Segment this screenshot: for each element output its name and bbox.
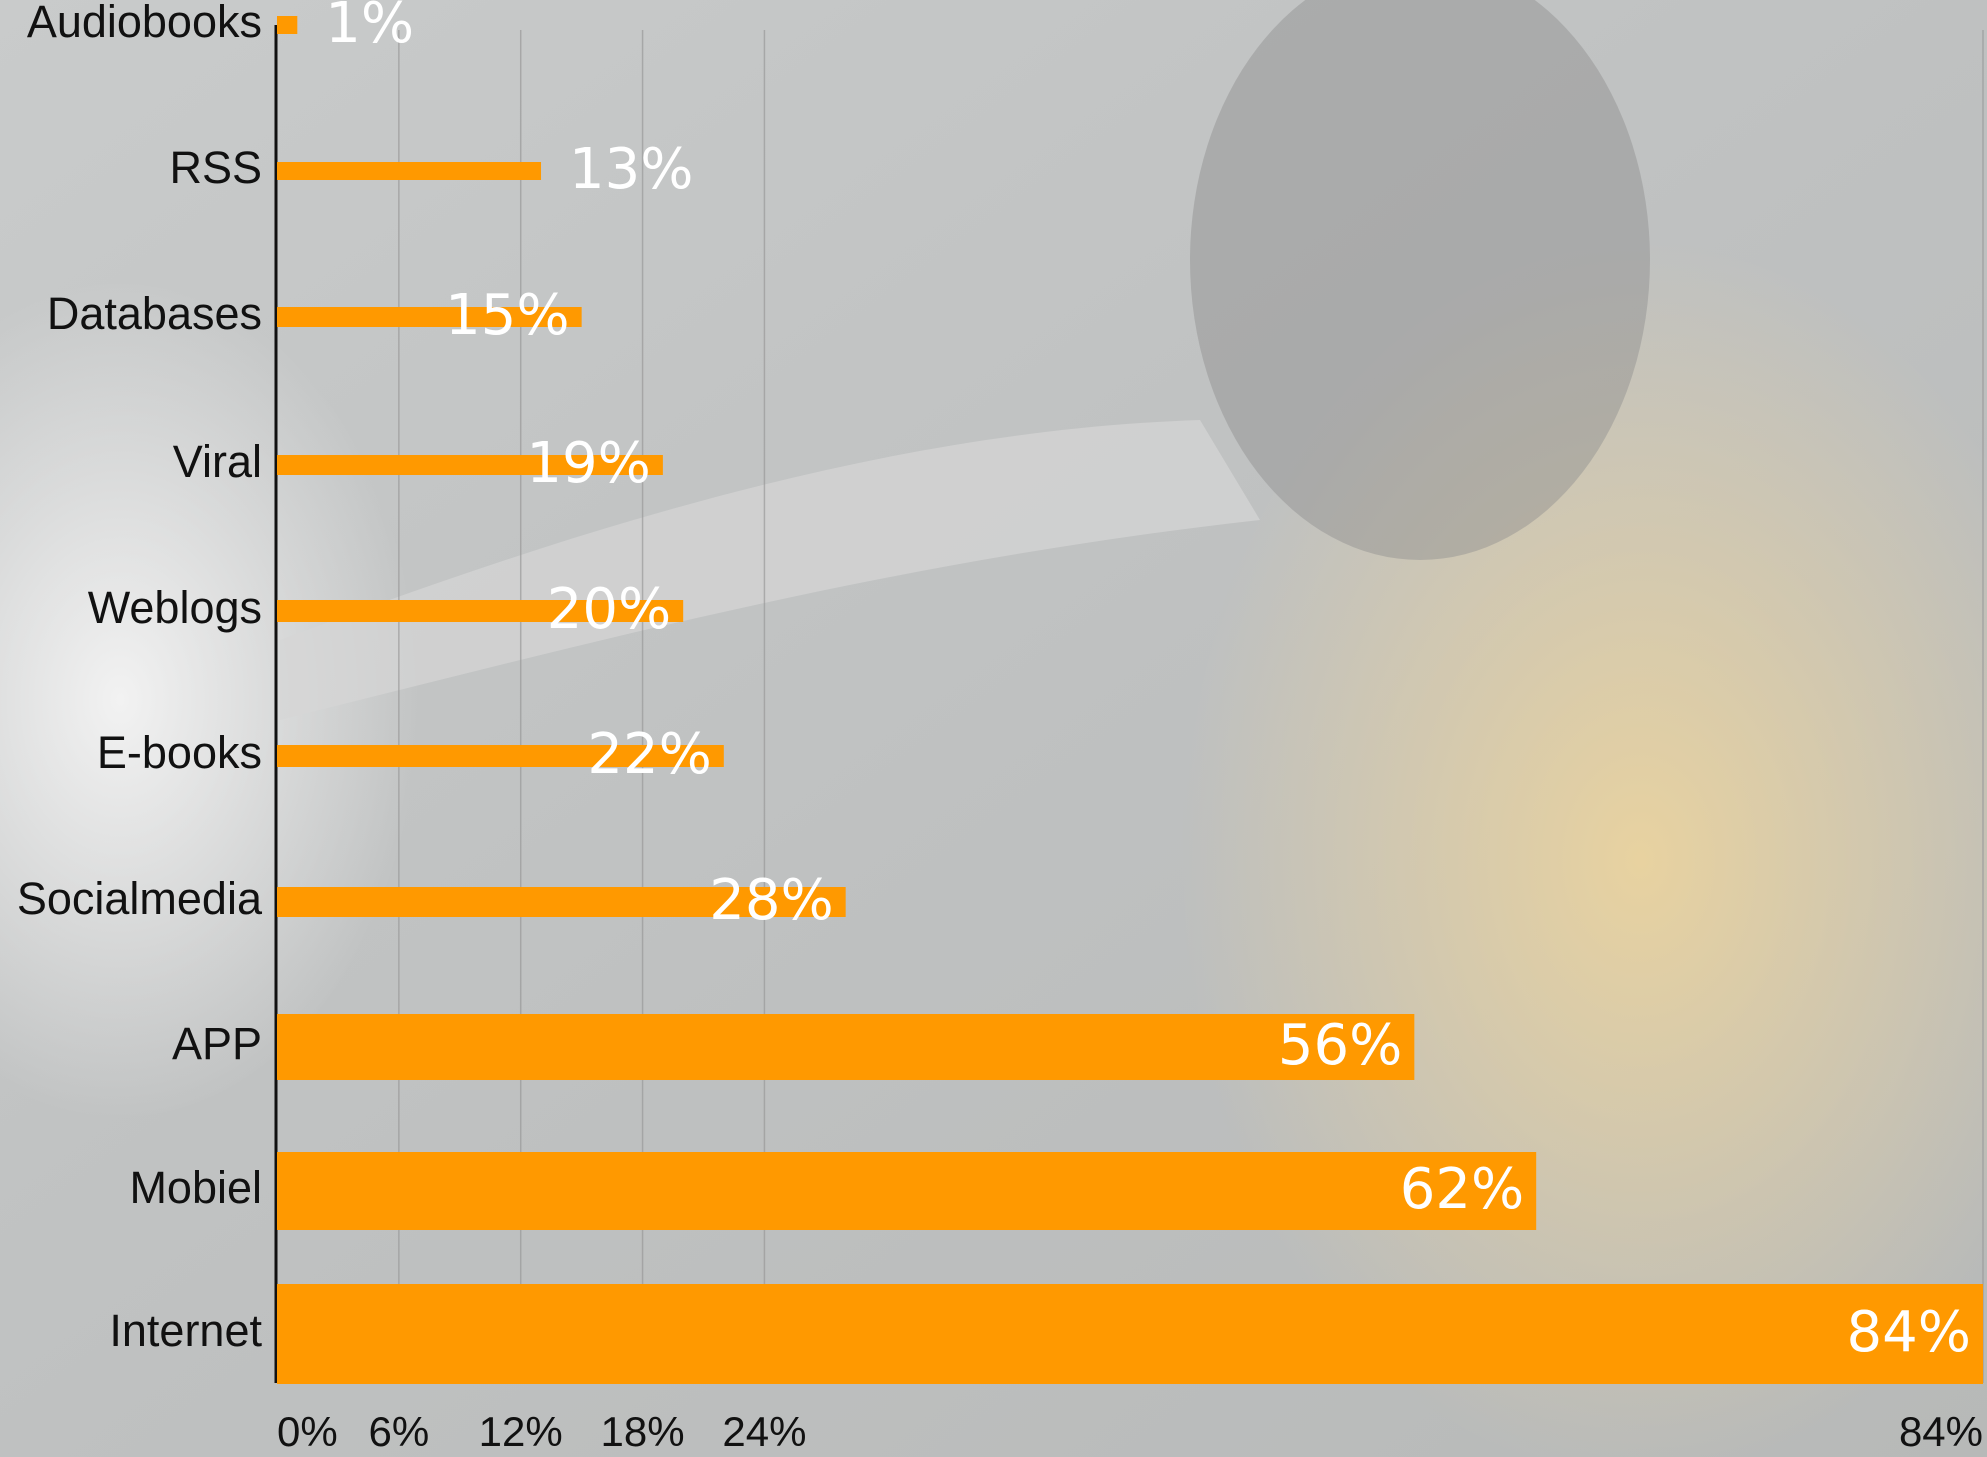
category-label: Audiobooks (27, 0, 262, 47)
value-label: 84% (1847, 1300, 1971, 1365)
x-tick-label: 18% (601, 1408, 685, 1455)
value-label: 20% (547, 577, 671, 642)
bar (277, 162, 541, 180)
value-label: 22% (587, 722, 711, 787)
bar (277, 16, 297, 34)
bar (277, 1152, 1536, 1230)
category-label: Weblogs (88, 582, 262, 633)
bar (277, 1014, 1414, 1080)
chart: 0% 6% 12% 18% 24% 84% Audiobooks 1% RSS 13% Databa… (0, 0, 1987, 1457)
x-tick-label: 0% (277, 1408, 338, 1455)
x-tick-label: 12% (479, 1408, 563, 1455)
value-label: 13% (569, 137, 693, 202)
category-label: Socialmedia (17, 873, 263, 924)
category-label: Viral (173, 436, 262, 487)
value-label: 62% (1400, 1157, 1524, 1222)
value-label: 28% (709, 868, 833, 933)
category-label: Mobiel (129, 1162, 262, 1213)
category-label: Internet (109, 1305, 262, 1356)
value-label: 15% (445, 283, 569, 348)
category-label: Databases (47, 288, 262, 339)
category-label: RSS (169, 142, 262, 193)
x-tick-label: 24% (722, 1408, 806, 1455)
x-tick-label: 6% (369, 1408, 430, 1455)
value-label: 1% (325, 0, 414, 56)
bar (277, 1284, 1983, 1384)
x-tick-label: 84% (1899, 1408, 1983, 1455)
category-label: APP (172, 1018, 262, 1069)
page: {"chart_data": {"type": "bar", "orientat… (0, 0, 1987, 1457)
value-label: 19% (526, 431, 650, 496)
value-label: 56% (1278, 1013, 1402, 1078)
category-label: E-books (97, 727, 262, 778)
